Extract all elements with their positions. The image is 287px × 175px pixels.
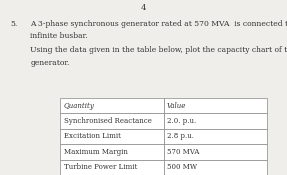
Text: 2.0. p.u.: 2.0. p.u. bbox=[167, 117, 196, 125]
Text: 4: 4 bbox=[141, 4, 146, 12]
Bar bbox=[164, 160, 267, 175]
Text: Maximum Margin: Maximum Margin bbox=[64, 148, 128, 156]
Text: infinite busbar.: infinite busbar. bbox=[30, 32, 88, 40]
Text: Using the data given in the table below, plot the capacity chart of the: Using the data given in the table below,… bbox=[30, 46, 287, 54]
Bar bbox=[60, 98, 164, 113]
Bar bbox=[60, 160, 164, 175]
Text: 500 MW: 500 MW bbox=[167, 163, 197, 171]
Bar bbox=[164, 113, 267, 129]
Bar bbox=[164, 144, 267, 160]
Text: 2.8 p.u.: 2.8 p.u. bbox=[167, 132, 194, 141]
Bar bbox=[60, 129, 164, 144]
Text: Quantity: Quantity bbox=[64, 102, 95, 110]
Text: Value: Value bbox=[167, 102, 187, 110]
Text: generator.: generator. bbox=[30, 59, 69, 67]
Text: 570 MVA: 570 MVA bbox=[167, 148, 199, 156]
Bar bbox=[164, 129, 267, 144]
Text: A 3-phase synchronous generator rated at 570 MVA  is connected to an: A 3-phase synchronous generator rated at… bbox=[30, 20, 287, 28]
Text: Turbine Power Limit: Turbine Power Limit bbox=[64, 163, 137, 171]
Bar bbox=[60, 113, 164, 129]
Text: 5.: 5. bbox=[10, 20, 17, 28]
Text: Excitation Limit: Excitation Limit bbox=[64, 132, 121, 141]
Bar bbox=[60, 144, 164, 160]
Text: Synchronised Reactance: Synchronised Reactance bbox=[64, 117, 152, 125]
Bar bbox=[164, 98, 267, 113]
